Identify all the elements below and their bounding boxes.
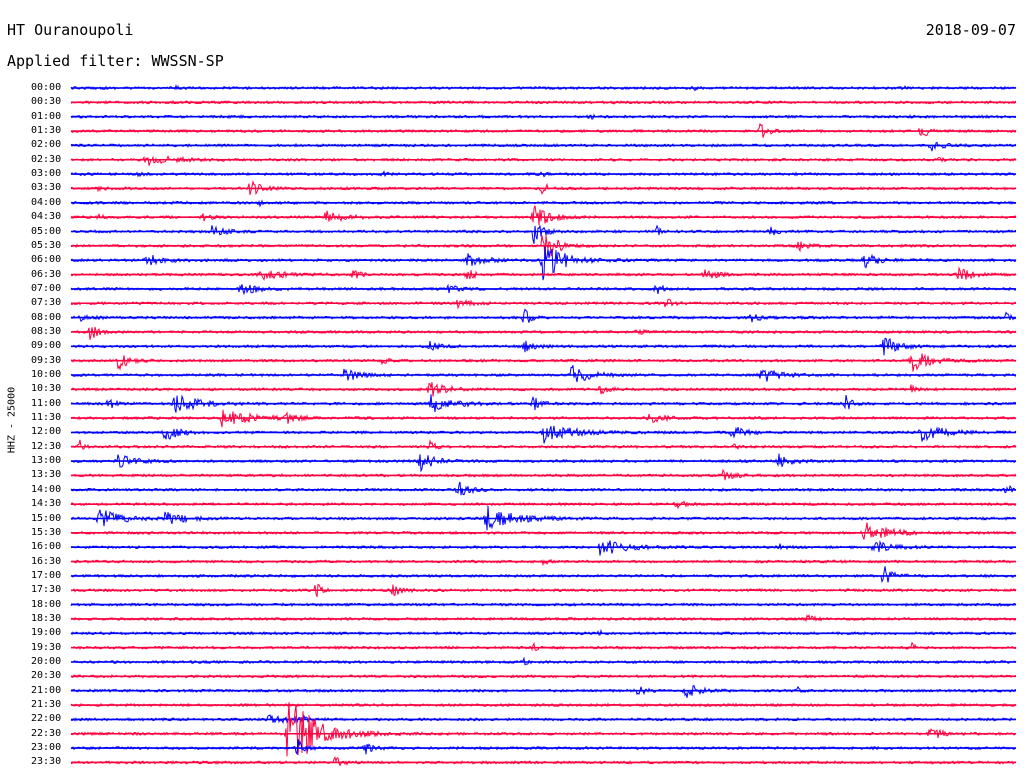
row-label-0200: 02:00 bbox=[31, 139, 62, 151]
trace-0800 bbox=[70, 308, 1017, 323]
row-label-1100: 11:00 bbox=[31, 397, 62, 409]
row-label-1130: 11:30 bbox=[31, 412, 62, 424]
row-label-1530: 15:30 bbox=[31, 526, 62, 538]
row-label-2300: 23:00 bbox=[31, 742, 62, 754]
row-label-1630: 16:30 bbox=[31, 555, 62, 567]
trace-0230 bbox=[70, 155, 1017, 166]
trace-2330 bbox=[70, 756, 1017, 767]
trace-1700 bbox=[70, 566, 1017, 583]
row-label-0900: 09:00 bbox=[31, 340, 62, 352]
trace-1530 bbox=[70, 522, 1017, 540]
trace-1200 bbox=[70, 425, 1017, 444]
row-label-1330: 13:30 bbox=[31, 469, 62, 481]
row-label-1430: 14:30 bbox=[31, 498, 62, 510]
row-label-1030: 10:30 bbox=[31, 383, 62, 395]
trace-1300 bbox=[70, 453, 1017, 473]
row-label-0230: 02:30 bbox=[31, 153, 62, 165]
record-date: 2018-09-07 bbox=[925, 21, 1016, 39]
row-label-0300: 03:00 bbox=[31, 168, 62, 180]
row-label-2130: 21:30 bbox=[31, 699, 62, 711]
row-label-0430: 04:30 bbox=[31, 211, 62, 223]
row-label-1930: 19:30 bbox=[31, 641, 62, 653]
trace-1400 bbox=[70, 481, 1017, 496]
trace-0430 bbox=[70, 205, 1017, 226]
trace-1830 bbox=[70, 613, 1017, 623]
row-label-1400: 14:00 bbox=[31, 483, 62, 495]
row-label-1730: 17:30 bbox=[31, 584, 62, 596]
row-label-1500: 15:00 bbox=[31, 512, 62, 524]
row-label-0400: 04:00 bbox=[31, 196, 62, 208]
row-label-0830: 08:30 bbox=[31, 325, 62, 337]
trace-2100 bbox=[70, 684, 1017, 698]
row-label-0700: 07:00 bbox=[31, 282, 62, 294]
row-label-1900: 19:00 bbox=[31, 627, 62, 639]
row-label-0130: 01:30 bbox=[31, 125, 62, 137]
row-label-1800: 18:00 bbox=[31, 598, 62, 610]
row-label-2030: 20:30 bbox=[31, 670, 62, 682]
row-label-0600: 06:00 bbox=[31, 254, 62, 266]
row-label-0730: 07:30 bbox=[31, 297, 62, 309]
trace-1000 bbox=[70, 365, 1017, 383]
row-label-2100: 21:00 bbox=[31, 684, 62, 696]
row-label-2230: 22:30 bbox=[31, 727, 62, 739]
station-name: HT Ouranoupoli bbox=[7, 21, 134, 39]
applied-filter: Applied filter: WWSSN-SP bbox=[7, 52, 224, 70]
row-label-1700: 17:00 bbox=[31, 569, 62, 581]
row-label-0500: 05:00 bbox=[31, 225, 62, 237]
row-label-1000: 10:00 bbox=[31, 369, 62, 380]
row-label-2200: 22:00 bbox=[31, 713, 62, 725]
row-label-0930: 09:30 bbox=[31, 354, 62, 366]
row-label-1200: 12:00 bbox=[31, 426, 62, 438]
row-label-0330: 03:30 bbox=[31, 182, 62, 194]
trace-0200 bbox=[70, 141, 1017, 152]
row-label-0630: 06:30 bbox=[31, 268, 62, 280]
row-label-1230: 12:30 bbox=[31, 440, 62, 452]
row-label-0530: 05:30 bbox=[31, 239, 62, 251]
row-label-1300: 13:00 bbox=[31, 455, 62, 467]
row-label-0000: 00:00 bbox=[31, 82, 62, 93]
trace-2300 bbox=[70, 739, 1017, 756]
trace-1930 bbox=[70, 641, 1017, 652]
time-axis: 00:00 00:30 01:00 01:30 02:00 02:30 03:00 03:30… bbox=[0, 0, 70, 780]
trace-1600 bbox=[70, 540, 1017, 556]
row-label-2330: 23:30 bbox=[31, 756, 62, 768]
row-label-1600: 16:00 bbox=[31, 541, 62, 553]
row-label-2000: 20:00 bbox=[31, 656, 62, 667]
trace-0930 bbox=[71, 353, 1017, 372]
trace-0530 bbox=[70, 235, 1017, 260]
trace-0830 bbox=[70, 326, 1017, 340]
row-label-0030: 00:30 bbox=[31, 96, 62, 108]
row-label-1830: 18:30 bbox=[31, 612, 62, 624]
row-label-0800: 08:00 bbox=[31, 311, 62, 323]
row-label-0100: 01:00 bbox=[31, 110, 62, 122]
